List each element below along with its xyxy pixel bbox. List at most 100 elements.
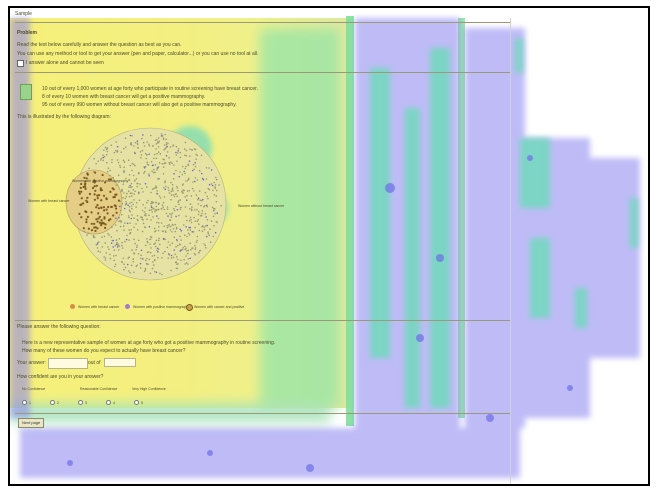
- population-dot: [195, 194, 198, 196]
- population-dot: [161, 163, 163, 165]
- population-dot: [180, 206, 182, 209]
- population-dot: [196, 154, 199, 157]
- population-dot: [190, 248, 192, 251]
- population-dot: [152, 216, 154, 218]
- population-dot: [146, 257, 148, 260]
- population-dot: [134, 190, 136, 193]
- population-dot: [146, 218, 148, 221]
- population-dot: [184, 154, 186, 156]
- population-dot: [130, 182, 133, 185]
- population-dot: [130, 264, 133, 267]
- population-dot: [102, 222, 106, 225]
- population-dot: [200, 172, 203, 175]
- population-dot: [133, 145, 135, 147]
- population-dot: [213, 194, 216, 196]
- population-dot: [129, 232, 131, 235]
- population-dot: [170, 181, 172, 184]
- confidence-radio-4[interactable]: [106, 400, 111, 405]
- population-dot: [128, 216, 130, 219]
- population-dot: [142, 204, 144, 206]
- population-dot: [175, 255, 178, 258]
- population-dot: [104, 257, 107, 259]
- population-dot: [92, 170, 95, 173]
- population-dot: [167, 186, 169, 189]
- population-dot: [96, 220, 99, 223]
- population-dot: [109, 253, 111, 256]
- confidence-question: How confident are you in your answer?: [17, 374, 104, 380]
- population-dot: [175, 246, 177, 248]
- population-dot: [218, 184, 220, 186]
- population-dot: [161, 204, 164, 206]
- population-dot: [146, 251, 149, 254]
- population-dot: [175, 169, 177, 172]
- population-dot: [119, 166, 122, 169]
- population-dot: [127, 204, 129, 206]
- population-dot: [176, 244, 179, 247]
- population-dot: [119, 205, 121, 208]
- population-dot: [172, 178, 175, 180]
- population-dot: [154, 171, 156, 174]
- population-dot: [115, 211, 118, 214]
- population-dot: [117, 174, 120, 177]
- population-dot: [144, 269, 147, 271]
- population-dot: [148, 258, 150, 261]
- population-dot: [95, 243, 98, 246]
- population-dot: [167, 241, 170, 243]
- population-dot: [165, 138, 167, 140]
- population-dot: [144, 259, 147, 262]
- population-dot: [106, 150, 109, 153]
- answer-total-field[interactable]: [104, 358, 136, 367]
- population-dot: [167, 257, 169, 259]
- population-dot: [92, 236, 95, 238]
- population-dot: [196, 235, 199, 238]
- population-dot: [201, 212, 203, 215]
- population-dot: [214, 187, 216, 190]
- population-dot: [206, 224, 209, 227]
- population-dot: [128, 239, 130, 241]
- answer-input[interactable]: [48, 358, 88, 369]
- confidence-radio-1[interactable]: [22, 400, 27, 405]
- population-dot: [168, 161, 170, 164]
- population-dot: [153, 187, 155, 190]
- population-dot: [162, 201, 165, 204]
- population-dot: [169, 219, 171, 221]
- population-dot: [90, 229, 94, 232]
- population-dot: [138, 191, 140, 194]
- population-dot: [194, 220, 197, 223]
- population-dot: [147, 263, 149, 266]
- population-dot: [114, 265, 116, 268]
- population-dot: [144, 207, 147, 209]
- population-dot: [124, 137, 127, 139]
- population-dot: [103, 149, 105, 151]
- population-dot: [212, 189, 214, 192]
- population-dot: [123, 170, 125, 172]
- population-dot: [158, 140, 161, 142]
- population-dot: [97, 207, 100, 210]
- population-dot: [188, 160, 191, 162]
- population-dot: [216, 221, 218, 224]
- population-dot: [174, 253, 176, 255]
- population-dot: [173, 164, 175, 166]
- population-dot: [189, 216, 192, 219]
- confidence-radio-2[interactable]: [50, 400, 55, 405]
- checkbox[interactable]: [17, 60, 24, 67]
- population-dot: [142, 134, 144, 136]
- population-dot: [208, 234, 211, 237]
- population-dot: [153, 259, 156, 262]
- population-dot: [116, 145, 119, 148]
- population-dot: [122, 257, 125, 260]
- population-dot: [112, 239, 115, 242]
- population-dot: [123, 263, 125, 265]
- confidence-radio-5[interactable]: [134, 400, 139, 405]
- population-dot: [160, 222, 163, 224]
- population-dot: [132, 189, 134, 191]
- population-dot: [112, 214, 115, 217]
- next-page-button[interactable]: Next page: [18, 418, 45, 428]
- confidence-radio-3[interactable]: [78, 400, 83, 405]
- population-dot: [194, 248, 197, 251]
- population-dot: [109, 174, 111, 177]
- population-dot: [194, 245, 196, 247]
- population-dot: [106, 170, 109, 173]
- population-dot: [189, 229, 192, 231]
- population-dot: [125, 177, 127, 180]
